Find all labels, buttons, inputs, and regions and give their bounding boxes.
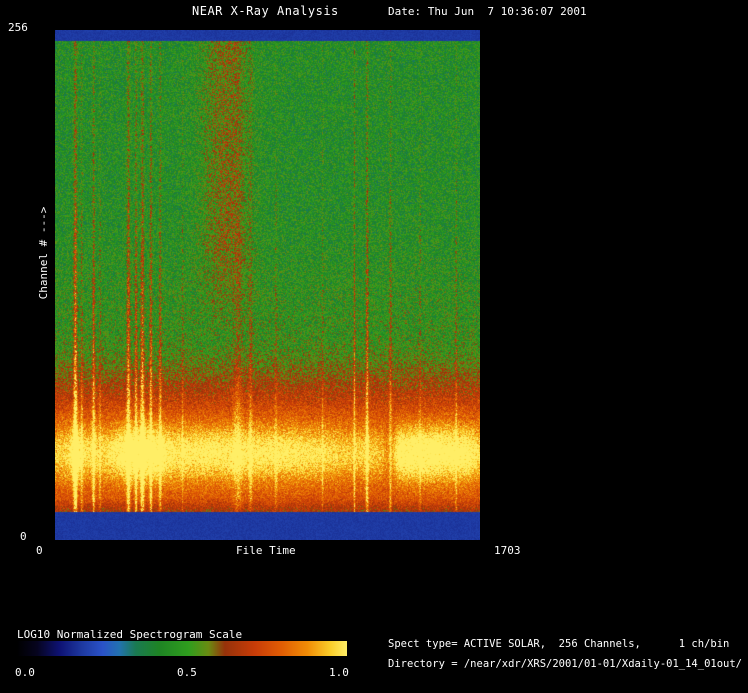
y-axis-min-tick: 0	[20, 530, 27, 543]
colorbar-tick-min: 0.0	[15, 666, 35, 679]
y-axis-label: Channel # --->	[36, 206, 50, 300]
spect-info-line: Spect type= ACTIVE SOLAR, 256 Channels, …	[388, 638, 730, 650]
date-label: Date: Thu Jun 7 10:36:07 2001	[388, 5, 587, 18]
app-title: NEAR X-Ray Analysis	[192, 4, 339, 18]
spectrogram-canvas	[55, 30, 480, 540]
colorbar-tick-mid: 0.5	[177, 666, 197, 679]
colorbar-label: LOG10 Normalized Spectrogram Scale	[17, 628, 243, 641]
colorbar-gradient	[17, 641, 347, 656]
x-axis-min-tick: 0	[36, 544, 43, 557]
x-axis-label: File Time	[236, 544, 296, 557]
y-axis-max-tick: 256	[8, 21, 28, 34]
x-axis-max-tick: 1703	[494, 544, 521, 557]
colorbar-tick-max: 1.0	[329, 666, 349, 679]
directory-info-line: Directory = /near/xdr/XRS/2001/01-01/Xda…	[388, 658, 743, 670]
spectrogram-plot	[55, 30, 480, 540]
